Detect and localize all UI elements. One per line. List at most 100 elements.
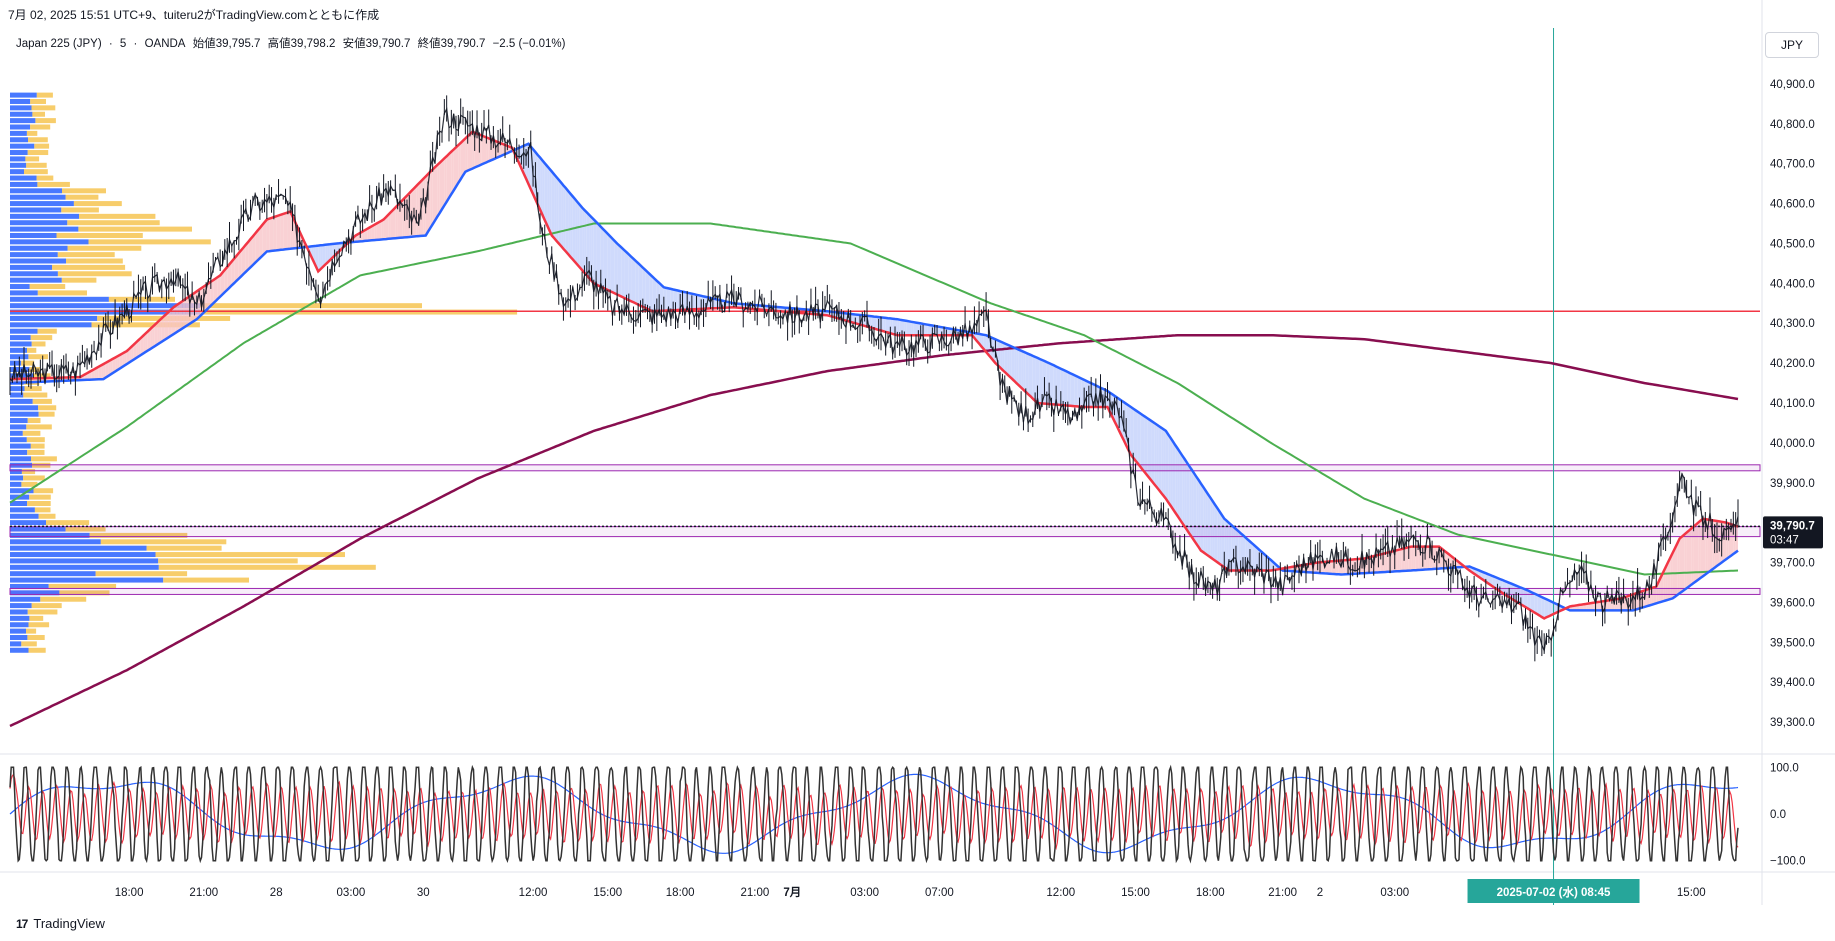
symbol-source: OANDA [144, 38, 186, 50]
volume-profile [10, 92, 518, 653]
cloud-bear-segment [853, 314, 856, 324]
close-value: 39,790.7 [440, 38, 486, 50]
vp-sell-bar [88, 239, 211, 245]
vp-sell-bar [28, 354, 49, 360]
vp-sell-bar [27, 609, 58, 615]
vp-sell-bar [29, 284, 66, 290]
cloud-bear-segment [596, 221, 599, 286]
cloud-bull-segment [435, 165, 438, 221]
cloud-bear-segment [1266, 556, 1269, 571]
price-tick-label: 40,700.0 [1770, 159, 1815, 171]
cloud-bear-segment [1217, 508, 1220, 564]
oscillator-tick-label: 0.0 [1770, 809, 1786, 821]
vp-buy-bar [10, 130, 27, 136]
cloud-bull-segment [477, 133, 480, 167]
cloud-bull-segment [91, 369, 95, 380]
cloud-bear-segment [327, 244, 330, 263]
cloud-bear-segment [1261, 551, 1264, 571]
time-tick-label: 21:00 [741, 887, 770, 899]
cloud-bull-segment [283, 213, 286, 250]
cloud-bear-segment [881, 317, 884, 332]
vp-buy-bar [10, 220, 68, 226]
cloud-bull-segment [1392, 550, 1395, 572]
cloud-bull-segment [498, 142, 501, 158]
cloud-bull-segment [1383, 553, 1386, 573]
cloud-bear-segment [1492, 576, 1496, 589]
time-tick-label: 03:00 [1380, 887, 1409, 899]
vp-sell-bar [28, 622, 50, 628]
cloud-bull-segment [138, 338, 141, 357]
cloud-bull-segment [1651, 587, 1654, 605]
cloud-bull-segment [159, 318, 162, 344]
vp-buy-bar [10, 488, 34, 494]
vp-buy-bar [10, 309, 200, 315]
vp-buy-bar [10, 328, 38, 334]
vp-sell-bar [95, 571, 188, 577]
vp-sell-bar [52, 264, 126, 270]
time-tick-label: 18:00 [666, 887, 695, 899]
cloud-bull-segment [259, 225, 263, 259]
cloud-bear-segment [635, 261, 639, 305]
cloud-bear-segment [1060, 368, 1064, 406]
cloud-bear-segment [1070, 373, 1073, 406]
vp-sell-bar [30, 443, 45, 449]
currency-button[interactable]: JPY [1765, 32, 1819, 58]
cloud-bear-segment [1196, 476, 1199, 548]
cloud-bear-segment [1240, 533, 1243, 571]
cloud-bear-segment [1221, 515, 1225, 568]
cloud-bear-segment [715, 299, 718, 309]
vp-buy-bar [10, 252, 58, 258]
cloud-bear-segment [1184, 459, 1187, 530]
cloud-bear-segment [1532, 592, 1535, 613]
cloud-bear-segment [1250, 541, 1253, 571]
time-tick-label: 28 [270, 887, 283, 899]
cloud-bear-segment [1170, 437, 1173, 510]
cloud-bull-segment [1415, 546, 1419, 571]
cloud-bull-segment [407, 193, 410, 238]
symbol-interval[interactable]: 5 [119, 38, 127, 50]
cloud-bull-segment [227, 264, 230, 290]
cloud-bear-segment [1067, 372, 1071, 406]
time-tick-label: 30 [417, 887, 430, 899]
cloud-bull-segment [1719, 521, 1722, 565]
cloud-bear-segment [694, 294, 697, 310]
cloud-bear-segment [1044, 361, 1047, 404]
cloud-bull-segment [140, 335, 144, 356]
vp-buy-bar [10, 571, 96, 577]
cloud-bull-segment [1686, 530, 1689, 589]
tradingview-logo[interactable]: 17 TradingView [16, 916, 105, 931]
cloud-bull-segment [500, 143, 503, 157]
cloud-bull-segment [1590, 602, 1594, 611]
cloud-bear-segment [1168, 434, 1171, 506]
cloud-bear-segment [1028, 353, 1031, 397]
cloud-bull-segment [1378, 554, 1381, 573]
vp-sell-bar [46, 520, 90, 526]
vp-buy-bar [10, 641, 22, 647]
cloud-bull-segment [453, 147, 456, 191]
cloud-bull-segment [287, 211, 291, 249]
vp-sell-bar [32, 398, 52, 404]
cloud-bull-segment [231, 258, 235, 286]
vp-buy-bar [10, 513, 39, 519]
cloud-bear-segment [612, 238, 615, 294]
vp-buy-bar [10, 194, 66, 200]
cloud-bull-segment [437, 162, 440, 217]
cloud-bear-segment [1004, 343, 1008, 375]
vp-sell-bar [26, 162, 47, 168]
vp-buy-bar [10, 271, 58, 277]
cloud-bull-segment [273, 216, 277, 251]
cloud-bull-segment [173, 305, 176, 335]
cloud-bear-segment [666, 287, 669, 311]
oscillator-tick-label: 100.0 [1770, 762, 1799, 774]
symbol-name[interactable]: Japan 225 (JPY) [16, 38, 102, 50]
vp-sell-bar [38, 513, 56, 519]
cloud-bull-segment [1700, 518, 1703, 578]
cloud-bear-segment [624, 250, 627, 299]
cloud-bear-segment [871, 316, 874, 329]
cloud-bear-segment [568, 190, 571, 257]
cloud-bear-segment [1523, 588, 1526, 608]
vp-buy-bar [10, 258, 66, 264]
vp-sell-bar [67, 220, 160, 226]
vp-sell-bar [79, 213, 156, 219]
